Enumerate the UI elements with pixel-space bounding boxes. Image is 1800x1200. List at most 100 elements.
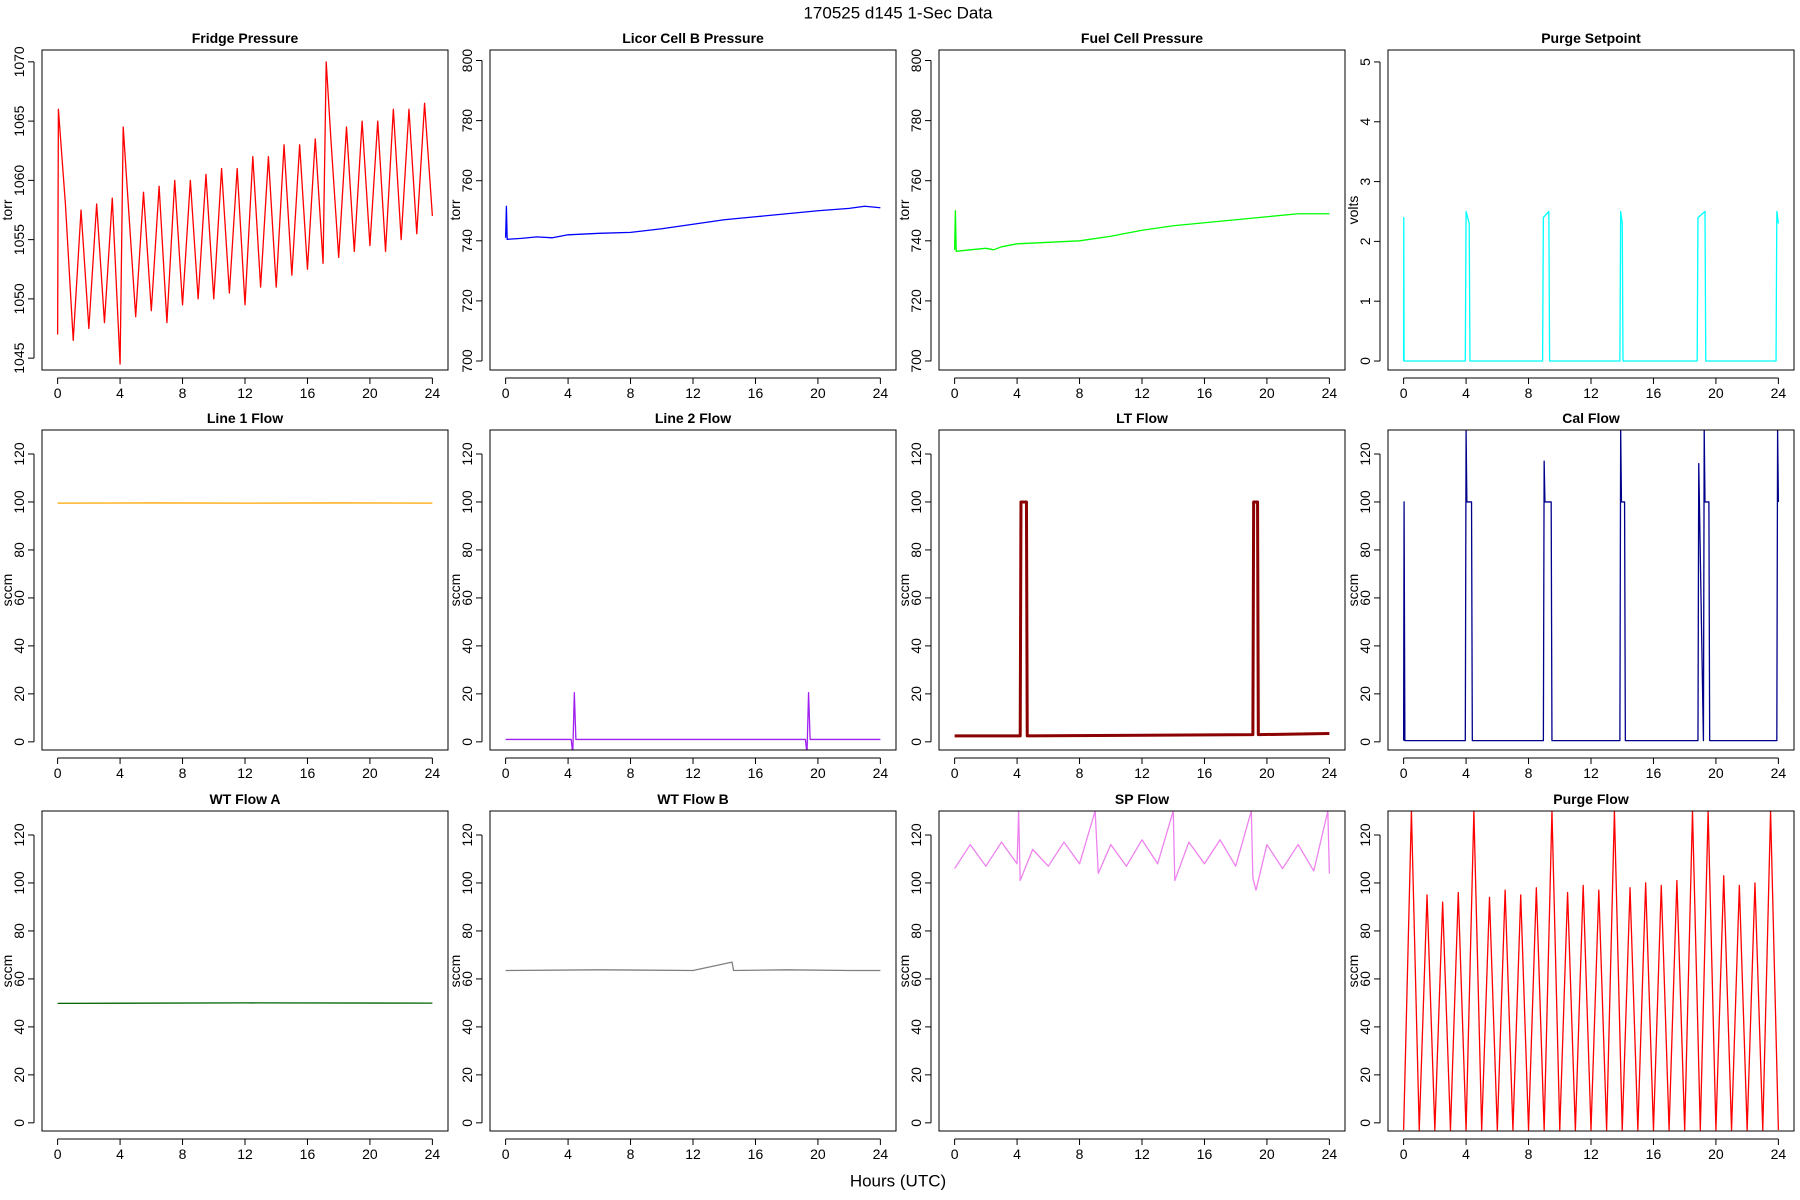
x-tick-label: 20 — [1708, 1146, 1724, 1162]
x-tick-label: 8 — [1525, 385, 1533, 401]
x-tick-label: 16 — [1197, 1146, 1213, 1162]
y-tick-label: 1050 — [11, 283, 27, 314]
x-tick-label: 24 — [425, 765, 441, 781]
x-tick-label: 24 — [1322, 765, 1338, 781]
y-tick-label: 720 — [908, 289, 924, 313]
x-tick-label: 20 — [810, 765, 826, 781]
x-tick-label: 0 — [502, 385, 510, 401]
x-tick-label: 4 — [1462, 765, 1470, 781]
y-tick-label: 120 — [908, 442, 924, 466]
x-tick-label: 16 — [748, 765, 764, 781]
x-tick-label: 0 — [54, 765, 62, 781]
x-tick-label: 8 — [179, 385, 187, 401]
x-tick-label: 16 — [1197, 385, 1213, 401]
y-tick-label: 0 — [908, 1119, 924, 1127]
y-axis-label: torr — [896, 199, 912, 220]
y-tick-label: 120 — [11, 823, 27, 847]
x-tick-label: 24 — [1322, 385, 1338, 401]
x-tick-label: 8 — [1076, 1146, 1084, 1162]
data-line — [1402, 811, 1780, 1131]
x-tick-label: 8 — [1525, 1146, 1533, 1162]
y-tick-label: 800 — [459, 49, 475, 73]
data-line — [954, 500, 1330, 738]
y-axis-label: sccm — [1345, 574, 1361, 607]
x-tick-label: 4 — [564, 1146, 572, 1162]
y-axis-label: sccm — [896, 574, 912, 607]
data-line — [505, 961, 881, 972]
y-tick-label: 1060 — [11, 165, 27, 196]
x-tick-label: 16 — [1646, 385, 1662, 401]
y-tick-label: 20 — [11, 1067, 27, 1083]
figure-title: 170525 d145 1-Sec Data — [803, 3, 993, 22]
y-axis-label: torr — [447, 199, 463, 220]
y-tick-label: 2 — [1357, 237, 1373, 245]
data-line — [1402, 430, 1780, 742]
x-tick-label: 16 — [300, 765, 316, 781]
y-tick-label: 1 — [1357, 297, 1373, 305]
x-tick-label: 20 — [1259, 765, 1275, 781]
panel-title: SP Flow — [1115, 791, 1169, 807]
y-tick-label: 20 — [459, 1067, 475, 1083]
y-tick-label: 100 — [459, 871, 475, 895]
x-tick-label: 24 — [873, 1146, 889, 1162]
y-tick-label: 20 — [1357, 1067, 1373, 1083]
x-tick-label: 20 — [362, 385, 378, 401]
y-tick-label: 80 — [11, 923, 27, 939]
x-tick-label: 0 — [951, 1146, 959, 1162]
y-tick-label: 60 — [908, 971, 924, 987]
y-tick-label: 0 — [459, 738, 475, 746]
y-tick-label: 0 — [11, 738, 27, 746]
y-tick-label: 1070 — [11, 46, 27, 77]
x-tick-label: 24 — [1771, 765, 1787, 781]
data-line — [504, 205, 881, 240]
plot-frame — [938, 429, 1346, 751]
y-tick-label: 0 — [908, 738, 924, 746]
panel-title: Purge Flow — [1553, 791, 1629, 807]
panel-title: WT Flow A — [209, 791, 280, 807]
y-axis-label: sccm — [0, 955, 15, 988]
x-axis-label: Hours (UTC) — [850, 1171, 946, 1190]
x-tick-label: 24 — [425, 1146, 441, 1162]
y-tick-label: 100 — [908, 490, 924, 514]
y-tick-label: 1065 — [11, 105, 27, 136]
y-tick-label: 0 — [1357, 357, 1373, 365]
y-tick-label: 5 — [1357, 58, 1373, 66]
y-tick-label: 700 — [908, 349, 924, 373]
y-tick-label: 60 — [1357, 971, 1373, 987]
x-tick-label: 16 — [1197, 765, 1213, 781]
x-tick-label: 12 — [1583, 385, 1599, 401]
x-tick-label: 16 — [300, 1146, 316, 1162]
y-tick-label: 100 — [1357, 871, 1373, 895]
x-tick-label: 12 — [1134, 1146, 1150, 1162]
x-tick-label: 0 — [502, 765, 510, 781]
x-tick-label: 0 — [502, 1146, 510, 1162]
y-tick-label: 700 — [459, 349, 475, 373]
x-tick-label: 12 — [1583, 1146, 1599, 1162]
y-tick-label: 80 — [459, 923, 475, 939]
x-tick-label: 20 — [1259, 1146, 1275, 1162]
y-tick-label: 780 — [459, 109, 475, 133]
x-tick-label: 12 — [685, 765, 701, 781]
y-tick-label: 120 — [908, 823, 924, 847]
y-tick-label: 1055 — [11, 224, 27, 255]
y-tick-label: 60 — [459, 971, 475, 987]
y-axis-label: sccm — [896, 955, 912, 988]
x-tick-label: 16 — [1646, 1146, 1662, 1162]
y-tick-label: 760 — [908, 169, 924, 193]
y-tick-label: 60 — [459, 590, 475, 606]
x-tick-label: 24 — [1771, 385, 1787, 401]
data-line — [954, 811, 1331, 891]
plot-frame — [489, 810, 897, 1132]
y-tick-label: 60 — [11, 590, 27, 606]
y-tick-label: 60 — [908, 590, 924, 606]
x-tick-label: 8 — [179, 765, 187, 781]
data-line — [1402, 210, 1780, 362]
y-tick-label: 1045 — [11, 342, 27, 373]
x-tick-label: 0 — [54, 1146, 62, 1162]
data-line — [56, 61, 434, 365]
plot-frame — [489, 429, 897, 751]
y-tick-label: 40 — [1357, 1019, 1373, 1035]
x-tick-label: 4 — [116, 765, 124, 781]
x-tick-label: 12 — [685, 1146, 701, 1162]
panel-title: Fuel Cell Pressure — [1081, 30, 1203, 46]
